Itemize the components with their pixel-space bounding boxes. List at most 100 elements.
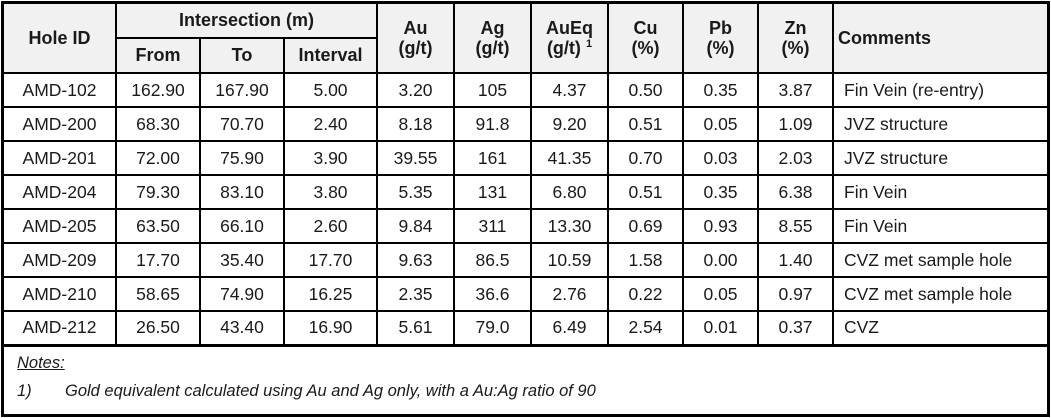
table-row: AMD-205 63.50 66.10 2.60 9.84 311 13.30 …: [4, 208, 1047, 244]
cell-to: 66.10: [199, 208, 285, 244]
cell-interval: 17.70: [283, 242, 378, 278]
cell-comments: Fin Vein (re-entry): [832, 72, 1047, 108]
cell-cu: 1.58: [607, 242, 684, 278]
table-row: AMD-209 17.70 35.40 17.70 9.63 86.5 10.5…: [4, 242, 1047, 278]
cell-zn: 2.03: [757, 140, 834, 176]
cell-hole-id: AMD-201: [4, 140, 117, 176]
cell-to: 74.90: [199, 276, 285, 312]
footnote-text: Gold equivalent calculated using Au and …: [65, 381, 596, 400]
cell-zn: 1.40: [757, 242, 834, 278]
cell-to: 35.40: [199, 242, 285, 278]
cell-pb: 0.35: [682, 174, 759, 210]
cell-zn: 3.87: [757, 72, 834, 108]
cell-pb: 0.05: [682, 106, 759, 142]
cell-comments: CVZ met sample hole: [832, 276, 1047, 312]
cell-zn: 8.55: [757, 208, 834, 244]
cell-hole-id: AMD-204: [4, 174, 117, 210]
cell-interval: 16.90: [283, 310, 378, 347]
table-row: AMD-212 26.50 43.40 16.90 5.61 79.0 6.49…: [4, 310, 1047, 347]
col-header-hole-id: Hole ID: [4, 4, 117, 74]
col-header-cu: Cu (%): [607, 4, 684, 74]
cell-cu: 0.51: [607, 174, 684, 210]
cell-aueq: 2.76: [530, 276, 609, 312]
cell-zn: 0.37: [757, 310, 834, 347]
cell-from: 26.50: [115, 310, 201, 347]
cell-pb: 0.05: [682, 276, 759, 312]
cell-zn: 0.97: [757, 276, 834, 312]
cell-ag: 161: [453, 140, 532, 176]
footnote-1: 1) Gold equivalent calculated using Au a…: [17, 382, 1047, 401]
drill-results-table: Hole ID Intersection (m) Au (g/t) Ag (g/t)…: [4, 4, 1047, 347]
table-row: AMD-201 72.00 75.90 3.90 39.55 161 41.35…: [4, 140, 1047, 176]
cell-ag: 79.0: [453, 310, 532, 347]
col-header-aueq: AuEq (g/t) 1: [530, 4, 609, 74]
table-body: AMD-102 162.90 167.90 5.00 3.20 105 4.37…: [4, 72, 1047, 347]
cell-comments: CVZ: [832, 310, 1047, 347]
cell-comments: Fin Vein: [832, 174, 1047, 210]
cell-from: 72.00: [115, 140, 201, 176]
cell-hole-id: AMD-210: [4, 276, 117, 312]
cell-from: 162.90: [115, 72, 201, 108]
cell-ag: 91.8: [453, 106, 532, 142]
table-row: AMD-210 58.65 74.90 16.25 2.35 36.6 2.76…: [4, 276, 1047, 312]
cell-to: 43.40: [199, 310, 285, 347]
cell-to: 167.90: [199, 72, 285, 108]
cell-cu: 0.22: [607, 276, 684, 312]
cell-aueq: 6.49: [530, 310, 609, 347]
cell-cu: 0.51: [607, 106, 684, 142]
cell-hole-id: AMD-200: [4, 106, 117, 142]
cell-from: 63.50: [115, 208, 201, 244]
col-header-from: From: [115, 37, 201, 74]
cell-ag: 105: [453, 72, 532, 108]
cell-aueq: 13.30: [530, 208, 609, 244]
cell-comments: Fin Vein: [832, 208, 1047, 244]
cell-aueq: 41.35: [530, 140, 609, 176]
table-row: AMD-102 162.90 167.90 5.00 3.20 105 4.37…: [4, 72, 1047, 108]
footnote-number: 1): [17, 381, 32, 400]
col-header-ag: Ag (g/t): [453, 4, 532, 74]
cell-pb: 0.00: [682, 242, 759, 278]
cell-from: 17.70: [115, 242, 201, 278]
cell-interval: 5.00: [283, 72, 378, 108]
cell-au: 39.55: [376, 140, 455, 176]
cell-hole-id: AMD-102: [4, 72, 117, 108]
cell-au: 5.61: [376, 310, 455, 347]
col-header-au: Au (g/t): [376, 4, 455, 74]
cell-comments: CVZ met sample hole: [832, 242, 1047, 278]
cell-cu: 2.54: [607, 310, 684, 347]
cell-to: 70.70: [199, 106, 285, 142]
cell-aueq: 6.80: [530, 174, 609, 210]
cell-ag: 86.5: [453, 242, 532, 278]
cell-pb: 0.35: [682, 72, 759, 108]
cell-from: 79.30: [115, 174, 201, 210]
cell-ag: 311: [453, 208, 532, 244]
cell-au: 8.18: [376, 106, 455, 142]
cell-interval: 3.80: [283, 174, 378, 210]
cell-cu: 0.69: [607, 208, 684, 244]
cell-interval: 2.40: [283, 106, 378, 142]
cell-cu: 0.70: [607, 140, 684, 176]
table-header: Hole ID Intersection (m) Au (g/t) Ag (g/t)…: [4, 4, 1047, 74]
cell-from: 58.65: [115, 276, 201, 312]
cell-zn: 1.09: [757, 106, 834, 142]
table-row: AMD-200 68.30 70.70 2.40 8.18 91.8 9.20 …: [4, 106, 1047, 142]
col-header-comments: Comments: [832, 4, 1047, 74]
cell-zn: 6.38: [757, 174, 834, 210]
cell-to: 75.90: [199, 140, 285, 176]
col-header-zn: Zn (%): [757, 4, 834, 74]
cell-pb: 0.01: [682, 310, 759, 347]
footnote-marker: 1: [585, 38, 593, 50]
cell-hole-id: AMD-205: [4, 208, 117, 244]
cell-pb: 0.93: [682, 208, 759, 244]
cell-hole-id: AMD-212: [4, 310, 117, 347]
cell-interval: 16.25: [283, 276, 378, 312]
cell-au: 5.35: [376, 174, 455, 210]
cell-ag: 36.6: [453, 276, 532, 312]
cell-cu: 0.50: [607, 72, 684, 108]
cell-from: 68.30: [115, 106, 201, 142]
cell-ag: 131: [453, 174, 532, 210]
cell-au: 2.35: [376, 276, 455, 312]
notes-section: Notes: 1) Gold equivalent calculated usi…: [4, 347, 1047, 401]
cell-interval: 3.90: [283, 140, 378, 176]
